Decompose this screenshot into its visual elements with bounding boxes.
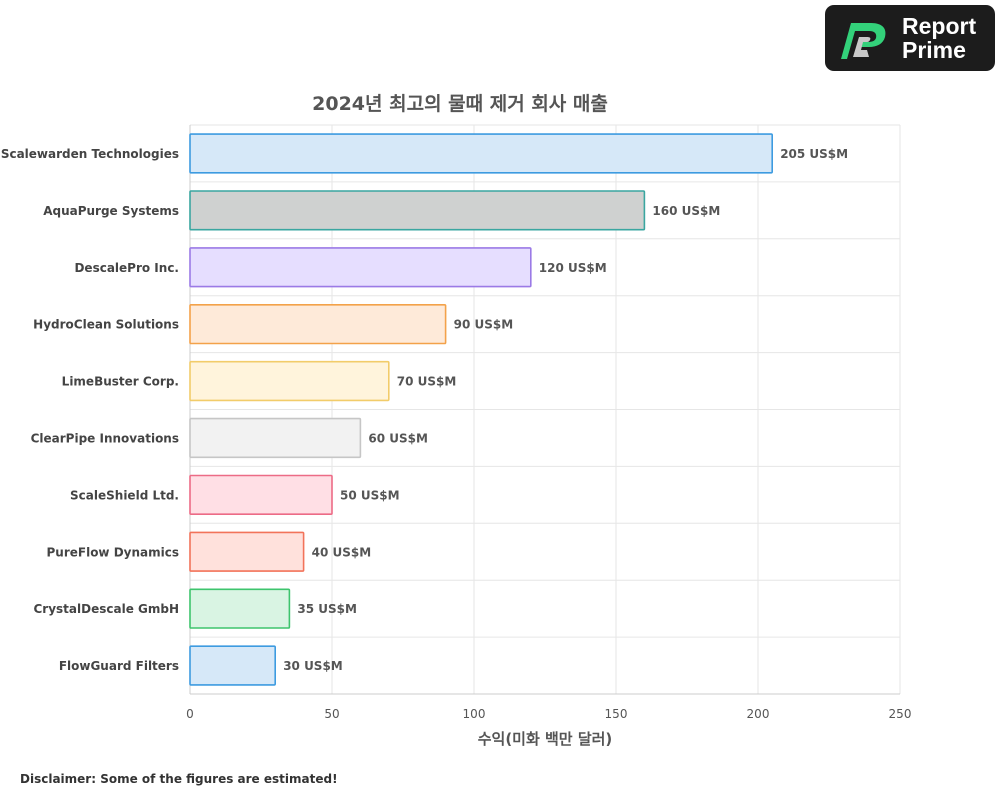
chart-bars — [189, 133, 774, 686]
disclaimer-text: Disclaimer: Some of the figures are esti… — [20, 772, 338, 786]
x-tick-label: 0 — [186, 707, 194, 721]
x-tick-label: 50 — [324, 707, 339, 721]
x-tick-label: 150 — [605, 707, 628, 721]
category-label: Scalewarden Technologies — [1, 147, 179, 161]
report-prime-logo: Report Prime — [825, 5, 995, 71]
category-label: CrystalDescale GmbH — [33, 602, 179, 616]
data-label: 90 US$M — [454, 318, 514, 332]
bar — [189, 417, 362, 459]
bar — [189, 474, 333, 515]
data-label: 30 US$M — [283, 659, 343, 673]
data-label: 40 US$M — [312, 545, 372, 559]
chart-title: 2024년 최고의 물때 제거 회사 매출 — [312, 93, 608, 115]
category-label: ScaleShield Ltd. — [70, 488, 179, 502]
category-label: FlowGuard Filters — [59, 659, 179, 673]
logo-word-prime: Prime — [902, 37, 966, 63]
bar — [189, 304, 447, 345]
chart-labels: Scalewarden Technologies 205 US$M AquaPurg… — [1, 147, 848, 673]
data-label: 50 US$M — [340, 488, 400, 502]
x-axis-ticks: 0 50 100 150 200 250 — [186, 707, 911, 721]
category-label: DescalePro Inc. — [74, 261, 179, 275]
logo-word-report: Report — [902, 13, 977, 39]
bar — [189, 588, 291, 629]
bar — [189, 133, 774, 174]
x-tick-label: 100 — [463, 707, 486, 721]
data-label: 70 US$M — [397, 375, 457, 389]
data-label: 60 US$M — [368, 431, 428, 445]
data-label: 120 US$M — [539, 261, 607, 275]
x-tick-label: 200 — [747, 707, 770, 721]
bar — [189, 645, 276, 686]
bar — [189, 190, 646, 231]
x-tick-label: 250 — [889, 707, 912, 721]
category-label: LimeBuster Corp. — [62, 375, 179, 389]
category-label: ClearPipe Innovations — [31, 431, 179, 445]
report-prime-logo-icon — [841, 23, 886, 59]
bar — [189, 531, 305, 572]
category-label: HydroClean Solutions — [33, 318, 179, 332]
data-label: 205 US$M — [780, 147, 848, 161]
category-label: AquaPurge Systems — [43, 204, 179, 218]
data-label: 160 US$M — [652, 204, 720, 218]
x-axis-label: 수익(미화 백만 달러) — [478, 730, 613, 748]
bar — [189, 360, 390, 402]
data-label: 35 US$M — [297, 602, 357, 616]
category-label: PureFlow Dynamics — [46, 545, 179, 559]
bar — [189, 247, 532, 288]
